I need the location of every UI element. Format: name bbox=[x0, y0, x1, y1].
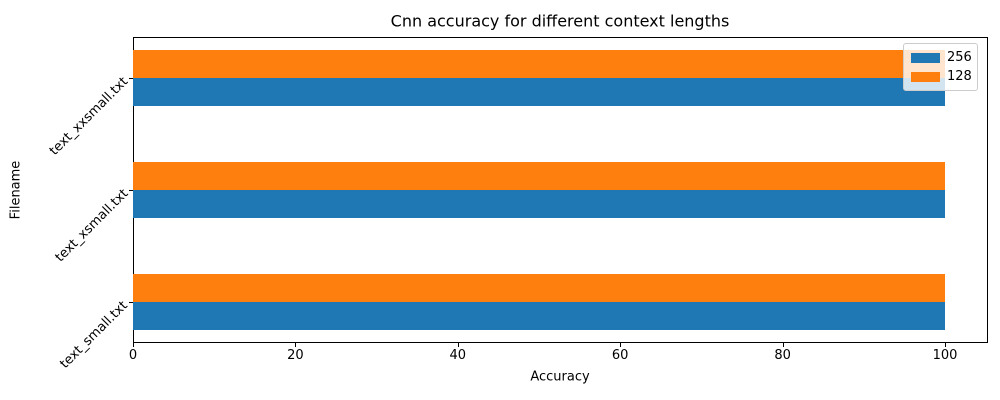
chart-title: Cnn accuracy for different context lengt… bbox=[390, 11, 730, 31]
bar-256-text_xxsmall.txt bbox=[133, 78, 945, 106]
y-tick-label: text_small.txt bbox=[57, 298, 131, 372]
x-tick-mark bbox=[620, 343, 622, 347]
legend-item-256: 256 bbox=[911, 48, 972, 67]
x-tick-mark bbox=[457, 343, 459, 347]
bar-128-text_small.txt bbox=[133, 274, 945, 302]
x-tick-mark bbox=[945, 343, 946, 347]
y-tick-label: text_xxsmall.txt bbox=[46, 74, 131, 159]
y-tick-mark bbox=[129, 190, 133, 191]
y-tick-label: text_xsmall.txt bbox=[52, 186, 131, 266]
x-tick-label: 80 bbox=[774, 348, 791, 363]
x-tick-mark bbox=[133, 343, 134, 347]
x-axis-label: Accuracy bbox=[530, 369, 590, 385]
legend-label: 128 bbox=[947, 69, 972, 84]
x-tick-label: 0 bbox=[128, 348, 138, 363]
legend: 256 128 bbox=[903, 43, 978, 91]
y-tick-mark bbox=[129, 302, 133, 303]
x-tick-label: 60 bbox=[611, 348, 629, 363]
y-axis-label: Filename bbox=[8, 160, 24, 220]
bar-256-text_small.txt bbox=[133, 302, 945, 330]
x-tick-label: 20 bbox=[287, 348, 304, 363]
x-tick-label: 100 bbox=[932, 348, 958, 363]
legend-label: 256 bbox=[947, 50, 972, 65]
y-tick-mark bbox=[129, 78, 133, 79]
bar-256-text_xsmall.txt bbox=[133, 190, 945, 218]
legend-item-128: 128 bbox=[911, 67, 972, 86]
legend-swatch-icon bbox=[911, 52, 940, 63]
bar-128-text_xsmall.txt bbox=[133, 162, 945, 190]
x-tick-label: 40 bbox=[449, 348, 467, 363]
bar-128-text_xxsmall.txt bbox=[133, 50, 945, 78]
x-tick-mark bbox=[295, 343, 297, 347]
legend-swatch-icon bbox=[911, 71, 940, 82]
x-tick-mark bbox=[782, 343, 784, 347]
